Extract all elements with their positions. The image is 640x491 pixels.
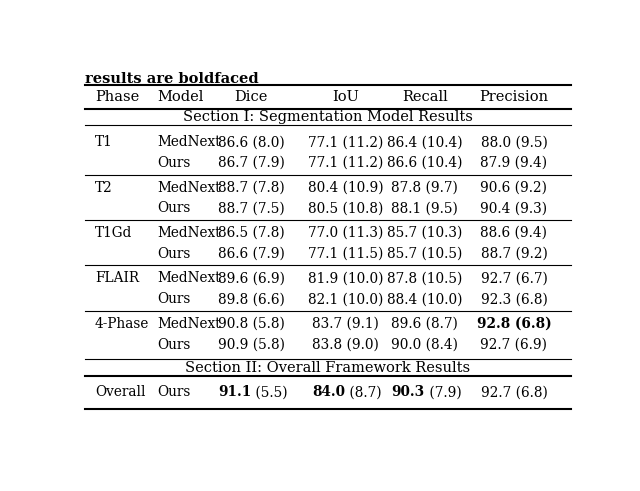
- Text: 88.0 (9.5): 88.0 (9.5): [481, 136, 547, 149]
- Text: Ours: Ours: [157, 156, 190, 170]
- Text: (5.5): (5.5): [251, 385, 288, 399]
- Text: Ours: Ours: [157, 201, 190, 216]
- Text: 90.3: 90.3: [392, 385, 425, 399]
- Text: Dice: Dice: [234, 90, 268, 104]
- Text: MedNext: MedNext: [157, 226, 221, 240]
- Text: 90.6 (9.2): 90.6 (9.2): [481, 181, 547, 194]
- Text: 86.7 (7.9): 86.7 (7.9): [218, 156, 285, 170]
- Text: 92.7 (6.7): 92.7 (6.7): [481, 272, 547, 285]
- Text: 88.7 (7.8): 88.7 (7.8): [218, 181, 285, 194]
- Text: Precision: Precision: [479, 90, 548, 104]
- Text: 92.7 (6.8): 92.7 (6.8): [481, 385, 547, 399]
- Text: Ours: Ours: [157, 247, 190, 261]
- Text: Ours: Ours: [157, 385, 190, 399]
- Text: 77.1 (11.2): 77.1 (11.2): [308, 156, 383, 170]
- Text: Ours: Ours: [157, 292, 190, 306]
- Text: 88.1 (9.5): 88.1 (9.5): [391, 201, 458, 216]
- Text: 85.7 (10.5): 85.7 (10.5): [387, 247, 463, 261]
- Text: MedNext: MedNext: [157, 136, 221, 149]
- Text: 90.9 (5.8): 90.9 (5.8): [218, 337, 285, 352]
- Text: 90.0 (8.4): 90.0 (8.4): [391, 337, 458, 352]
- Text: 90.8 (5.8): 90.8 (5.8): [218, 317, 285, 331]
- Text: IoU: IoU: [332, 90, 359, 104]
- Text: 85.7 (10.3): 85.7 (10.3): [387, 226, 463, 240]
- Text: T1: T1: [95, 136, 113, 149]
- Text: Overall: Overall: [95, 385, 145, 399]
- Text: T2: T2: [95, 181, 113, 194]
- Text: 81.9 (10.0): 81.9 (10.0): [308, 272, 383, 285]
- Text: 88.7 (7.5): 88.7 (7.5): [218, 201, 285, 216]
- Text: 84.0: 84.0: [312, 385, 346, 399]
- Text: 89.6 (8.7): 89.6 (8.7): [391, 317, 458, 331]
- Text: 88.6 (9.4): 88.6 (9.4): [481, 226, 547, 240]
- Text: 90.4 (9.3): 90.4 (9.3): [481, 201, 548, 216]
- Text: Phase: Phase: [95, 90, 139, 104]
- Text: 88.4 (10.0): 88.4 (10.0): [387, 292, 463, 306]
- Text: 92.8 (6.8): 92.8 (6.8): [477, 317, 551, 331]
- Text: 88.7 (9.2): 88.7 (9.2): [481, 247, 547, 261]
- Text: Ours: Ours: [157, 337, 190, 352]
- Text: (8.7): (8.7): [346, 385, 382, 399]
- Text: 77.0 (11.3): 77.0 (11.3): [308, 226, 383, 240]
- Text: 87.9 (9.4): 87.9 (9.4): [481, 156, 548, 170]
- Text: Recall: Recall: [402, 90, 447, 104]
- Text: 87.8 (10.5): 87.8 (10.5): [387, 272, 463, 285]
- Text: 4-Phase: 4-Phase: [95, 317, 149, 331]
- Text: Section I: Segmentation Model Results: Section I: Segmentation Model Results: [183, 110, 473, 124]
- Text: 86.4 (10.4): 86.4 (10.4): [387, 136, 463, 149]
- Text: MedNext: MedNext: [157, 272, 221, 285]
- Text: (7.9): (7.9): [425, 385, 461, 399]
- Text: 83.7 (9.1): 83.7 (9.1): [312, 317, 379, 331]
- Text: MedNext: MedNext: [157, 317, 221, 331]
- Text: 82.1 (10.0): 82.1 (10.0): [308, 292, 383, 306]
- Text: MedNext: MedNext: [157, 181, 221, 194]
- Text: 92.7 (6.9): 92.7 (6.9): [481, 337, 547, 352]
- Text: 80.5 (10.8): 80.5 (10.8): [308, 201, 383, 216]
- Text: 77.1 (11.2): 77.1 (11.2): [308, 136, 383, 149]
- Text: 87.8 (9.7): 87.8 (9.7): [391, 181, 458, 194]
- Text: 91.1: 91.1: [218, 385, 251, 399]
- Text: Section II: Overall Framework Results: Section II: Overall Framework Results: [186, 361, 470, 375]
- Text: 86.6 (10.4): 86.6 (10.4): [387, 156, 463, 170]
- Text: results are boldfaced: results are boldfaced: [85, 72, 259, 86]
- Text: 89.6 (6.9): 89.6 (6.9): [218, 272, 285, 285]
- Text: FLAIR: FLAIR: [95, 272, 139, 285]
- Text: 86.6 (7.9): 86.6 (7.9): [218, 247, 285, 261]
- Text: 77.1 (11.5): 77.1 (11.5): [308, 247, 383, 261]
- Text: 86.6 (8.0): 86.6 (8.0): [218, 136, 285, 149]
- Text: Model: Model: [157, 90, 204, 104]
- Text: 80.4 (10.9): 80.4 (10.9): [308, 181, 383, 194]
- Text: 83.8 (9.0): 83.8 (9.0): [312, 337, 379, 352]
- Text: 86.5 (7.8): 86.5 (7.8): [218, 226, 285, 240]
- Text: T1Gd: T1Gd: [95, 226, 132, 240]
- Text: 89.8 (6.6): 89.8 (6.6): [218, 292, 285, 306]
- Text: 92.3 (6.8): 92.3 (6.8): [481, 292, 547, 306]
